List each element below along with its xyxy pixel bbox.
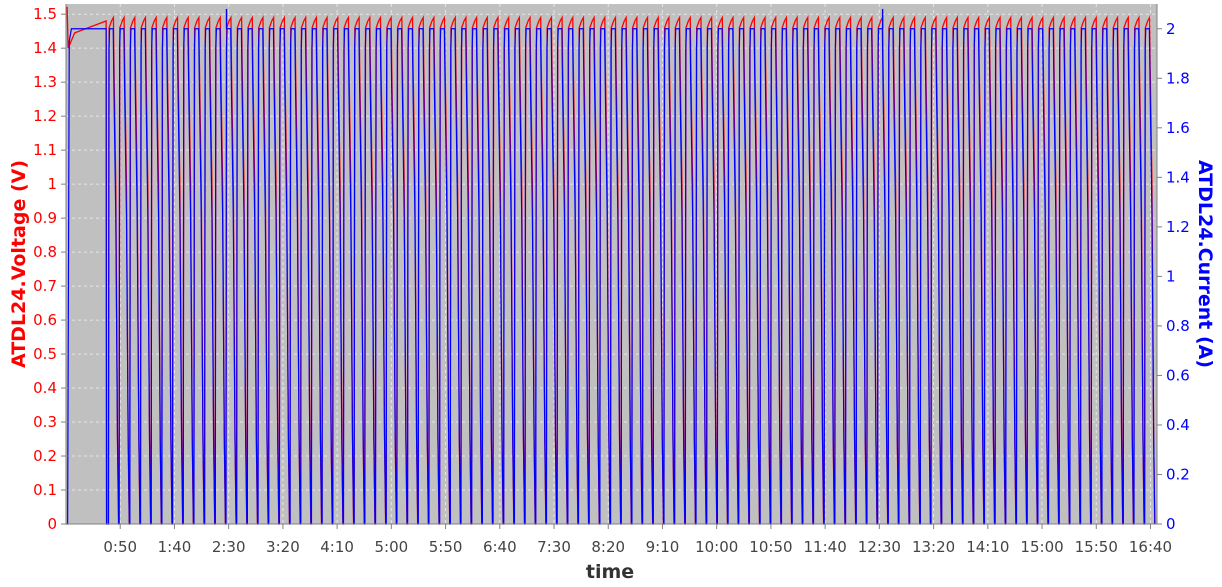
- y-axis-left-title: ATDL24.Voltage (V): [8, 160, 30, 368]
- left-tick-label: 0.6: [33, 311, 57, 329]
- right-tick-label: 1: [1166, 267, 1176, 285]
- x-tick-label: 2:30: [212, 538, 246, 556]
- left-tick-label: 1.5: [33, 5, 57, 23]
- left-tick-label: 0.3: [33, 413, 57, 431]
- x-tick-label: 9:10: [646, 538, 680, 556]
- left-tick-label: 1.4: [33, 39, 57, 57]
- x-tick-label: 3:20: [266, 538, 300, 556]
- left-tick-label: 1.2: [33, 107, 57, 125]
- right-tick-label: 1.4: [1166, 168, 1190, 186]
- x-tick-label: 7:30: [537, 538, 571, 556]
- x-tick-label: 10:00: [695, 538, 738, 556]
- right-tick-label: 1.6: [1166, 119, 1190, 137]
- left-tick-label: 0.5: [33, 345, 57, 363]
- right-tick-label: 2: [1166, 20, 1176, 38]
- right-tick-label: 0.6: [1166, 366, 1190, 384]
- left-axis-ticks: 0 0.1 0.2 0.3 0.4 0.5 0.6 0.7 0.8 0.9 1 1.1 1.2 1.3 1.…: [33, 5, 66, 533]
- x-tick-label: 12:30: [858, 538, 901, 556]
- right-tick-label: 0.4: [1166, 416, 1190, 434]
- left-tick-label: 0.7: [33, 277, 57, 295]
- left-tick-label: 0.8: [33, 243, 57, 261]
- left-tick-label: 1: [47, 175, 57, 193]
- x-tick-label: 16:40: [1129, 538, 1172, 556]
- x-tick-label: 11:40: [804, 538, 847, 556]
- right-axis-ticks: 0 0.2 0.4 0.6 0.8 1 1.2 1.4 1.6 1.8 2: [1157, 20, 1190, 533]
- x-tick-label: 1:40: [158, 538, 192, 556]
- x-tick-label: 8:20: [591, 538, 625, 556]
- x-tick-label: 6:40: [483, 538, 517, 556]
- x-tick-label: 13:20: [912, 538, 955, 556]
- right-tick-label: 0: [1166, 515, 1176, 533]
- x-tick-label: 10:50: [749, 538, 792, 556]
- right-tick-label: 1.2: [1166, 218, 1190, 236]
- x-tick-label: 0:50: [103, 538, 137, 556]
- left-tick-label: 1.3: [33, 73, 57, 91]
- left-tick-label: 0.1: [33, 481, 57, 499]
- left-tick-label: 1.1: [33, 141, 57, 159]
- right-tick-label: 1.8: [1166, 69, 1190, 87]
- current-line: [66, 28, 1156, 525]
- x-tick-label: 15:00: [1020, 538, 1063, 556]
- left-tick-label: 0.2: [33, 447, 57, 465]
- x-tick-label: 5:50: [429, 538, 463, 556]
- current-series: [66, 8, 1156, 525]
- right-tick-label: 0.2: [1166, 465, 1190, 483]
- x-tick-label: 14:10: [966, 538, 1009, 556]
- x-tick-label: 15:50: [1075, 538, 1118, 556]
- y-axis-right-title: ATDL24.Current (A): [1194, 160, 1216, 368]
- axes: [65, 4, 1158, 525]
- left-tick-label: 0.4: [33, 379, 57, 397]
- right-tick-label: 0.8: [1166, 317, 1190, 335]
- left-tick-label: 0: [47, 515, 57, 533]
- x-axis-title: time: [586, 561, 634, 583]
- x-tick-label: 4:10: [320, 538, 354, 556]
- x-axis-ticks: 0:50 1:40 2:30 3:20 4:10 5:00 5:50 6:40 7:30 8:20…: [103, 524, 1172, 556]
- x-tick-label: 5:00: [375, 538, 409, 556]
- left-tick-label: 0.9: [33, 209, 57, 227]
